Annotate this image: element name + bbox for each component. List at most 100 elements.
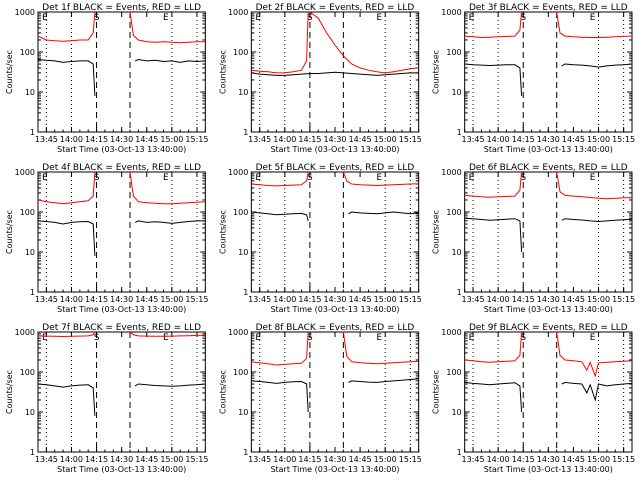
x-tick-label: 14:00: [273, 135, 296, 144]
x-tick-label: 14:00: [273, 455, 296, 464]
x-tick-label: 14:15: [85, 135, 108, 144]
y-axis-label: Counts/sec: [5, 370, 14, 414]
series-line-lld: [38, 332, 206, 338]
detector-panel-5: Det 5f BLACK = Events, RED = LLD 1 10 100 10…: [218, 163, 421, 314]
panel-title: Det 6f BLACK = Events, RED = LLD: [469, 163, 628, 173]
x-tick-label: 14:45: [349, 135, 372, 144]
x-tick-label: 13:45: [462, 135, 485, 144]
x-axis-label: Start Time (03-Oct-13 13:40:00): [57, 145, 186, 154]
x-tick-label: 14:15: [512, 295, 535, 304]
x-tick-label: 14:45: [562, 295, 585, 304]
x-tick-label: 14:00: [60, 135, 83, 144]
y-axis-label: Counts/sec: [5, 210, 14, 254]
y-axis-label: Counts/sec: [432, 210, 441, 254]
flag-label-start: E: [469, 333, 475, 343]
y-tick-label: 1: [30, 448, 35, 457]
y-axis-label: Counts/sec: [218, 50, 227, 94]
x-tick-label: 14:45: [349, 455, 372, 464]
plot-frame: [37, 11, 206, 133]
x-tick-label: 14:15: [512, 455, 535, 464]
detector-panel-7: Det 7f BLACK = Events, RED = LLD 1 10 100 10…: [5, 323, 208, 474]
flag-label-start: E: [42, 13, 48, 23]
y-tick-label: 10: [238, 248, 248, 257]
x-tick-label: 14:45: [135, 135, 158, 144]
series-line-lld: [464, 172, 632, 200]
x-tick-label: 15:15: [399, 135, 422, 144]
x-tick-label: 15:00: [587, 455, 610, 464]
x-tick-label: 14:00: [60, 295, 83, 304]
x-tick-label: 14:15: [85, 455, 108, 464]
detector-panel-3: Det 3f BLACK = Events, RED = LLD 1 10 100 10…: [432, 3, 635, 154]
plot-frame: [250, 171, 420, 293]
x-axis-label: Start Time (03-Oct-13 13:40:00): [270, 305, 399, 314]
x-tick-label: 14:00: [273, 295, 296, 304]
y-tick-label: 10: [25, 88, 35, 97]
series-line-events: [464, 381, 632, 413]
x-tick-label: 13:45: [462, 455, 485, 464]
x-tick-label: 14:00: [487, 295, 510, 304]
series-line-lld: [251, 12, 419, 74]
x-axis-label: Start Time (03-Oct-13 13:40:00): [57, 305, 186, 314]
x-tick-label: 14:00: [487, 135, 510, 144]
x-tick-label: 13:45: [35, 455, 58, 464]
y-tick-label: 1: [457, 128, 462, 137]
x-tick-label: 15:15: [612, 295, 635, 304]
flag-label-mid: S: [307, 13, 313, 23]
y-tick-label: 10: [451, 248, 461, 257]
x-tick-label: 13:45: [35, 295, 58, 304]
flag-label-mid: S: [94, 333, 100, 343]
flag-label-end: E: [376, 333, 382, 343]
series-line-lld: [251, 332, 419, 366]
plot-frame: [37, 171, 206, 293]
plot-frame: [464, 331, 633, 453]
detector-panel-9: Det 9f BLACK = Events, RED = LLD 1 10 100 10…: [432, 323, 635, 474]
y-tick-label: 1000: [228, 168, 248, 177]
x-tick-label: 14:30: [537, 455, 560, 464]
x-axis-label: Start Time (03-Oct-13 13:40:00): [484, 465, 613, 474]
y-tick-label: 1: [30, 128, 35, 137]
y-tick-label: 10: [451, 88, 461, 97]
x-tick-label: 15:00: [374, 135, 397, 144]
x-tick-label: 14:45: [135, 295, 158, 304]
y-tick-label: 10: [25, 408, 35, 417]
x-tick-label: 15:15: [399, 455, 422, 464]
flag-label-end: E: [376, 13, 382, 23]
y-tick-label: 100: [20, 208, 35, 217]
y-tick-label: 100: [233, 48, 248, 57]
flag-label-mid: S: [307, 333, 313, 343]
y-axis-label: Counts/sec: [5, 50, 14, 94]
plot-frame: [250, 331, 420, 453]
flag-label-start: E: [255, 333, 261, 343]
x-tick-label: 14:15: [298, 135, 321, 144]
flag-label-mid: S: [520, 173, 526, 183]
y-tick-label: 100: [20, 48, 35, 57]
x-axis-label: Start Time (03-Oct-13 13:40:00): [270, 465, 399, 474]
y-tick-label: 100: [233, 368, 248, 377]
y-tick-label: 100: [446, 368, 461, 377]
y-tick-label: 1000: [441, 168, 461, 177]
flag-label-end: E: [590, 173, 596, 183]
x-axis-label: Start Time (03-Oct-13 13:40:00): [270, 145, 399, 154]
x-tick-label: 15:15: [612, 135, 635, 144]
flag-label-end: E: [590, 333, 596, 343]
panel-title: Det 8f BLACK = Events, RED = LLD: [256, 323, 415, 333]
y-tick-label: 1000: [441, 8, 461, 17]
x-tick-label: 15:00: [587, 135, 610, 144]
y-axis-label: Counts/sec: [432, 50, 441, 94]
x-tick-label: 13:45: [35, 135, 58, 144]
y-tick-label: 1: [243, 288, 248, 297]
flag-label-mid: S: [94, 173, 100, 183]
series-line-events: [464, 63, 632, 96]
y-tick-label: 1000: [15, 168, 35, 177]
x-axis-label: Start Time (03-Oct-13 13:40:00): [484, 305, 613, 314]
x-tick-label: 14:30: [323, 135, 346, 144]
y-tick-label: 1000: [15, 328, 35, 337]
y-tick-label: 1: [243, 448, 248, 457]
x-tick-label: 13:45: [248, 135, 271, 144]
y-tick-label: 1000: [228, 8, 248, 17]
x-tick-label: 14:30: [323, 455, 346, 464]
x-tick-label: 13:45: [462, 295, 485, 304]
x-tick-label: 15:15: [185, 135, 208, 144]
flag-label-start: E: [42, 173, 48, 183]
y-tick-label: 1: [243, 128, 248, 137]
